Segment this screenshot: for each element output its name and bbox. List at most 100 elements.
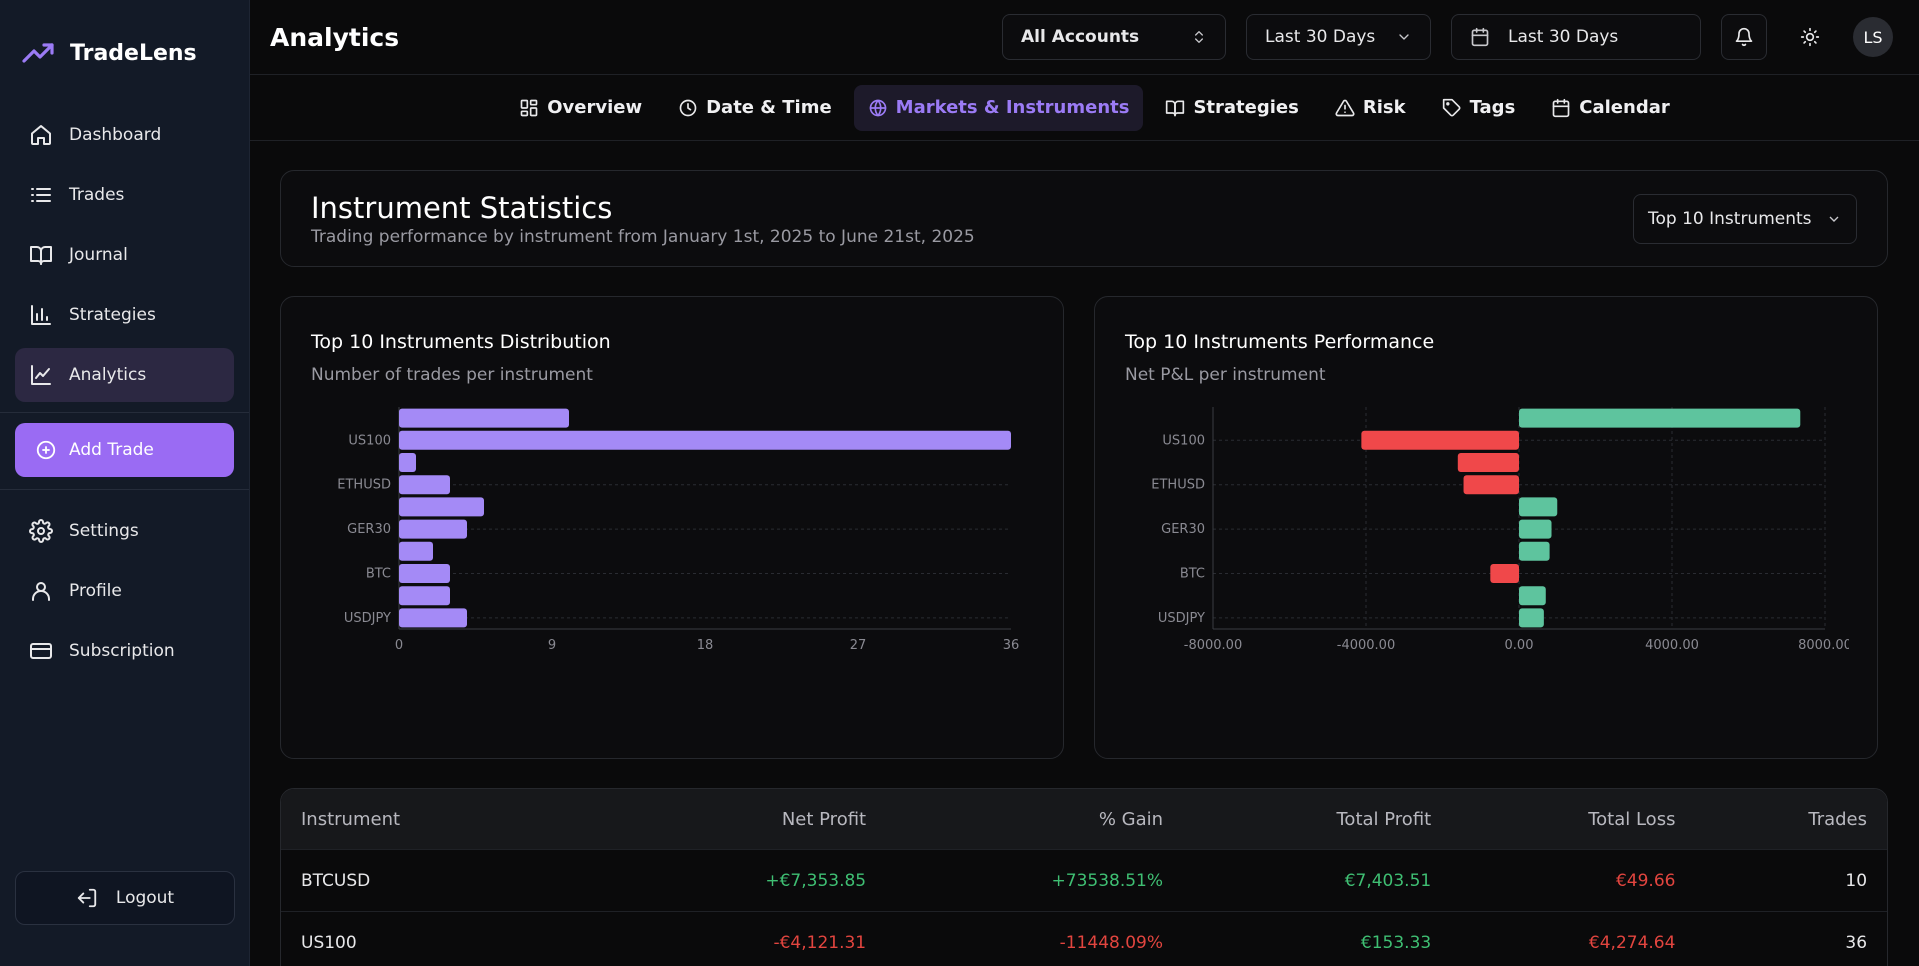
- column-header[interactable]: Trades: [1808, 808, 1868, 830]
- tab-label: Overview: [547, 97, 643, 118]
- sidebar-item-label: Settings: [69, 521, 139, 541]
- chevron-down-icon: [1399, 34, 1409, 40]
- gear-icon: [29, 519, 53, 543]
- theme-toggle-button[interactable]: [1787, 14, 1833, 60]
- sidebar-item-subscription[interactable]: Subscription: [15, 624, 234, 678]
- bar: [399, 408, 569, 428]
- tab-label: Risk: [1362, 97, 1406, 118]
- date-range-value: Last 30 Days: [1508, 27, 1619, 47]
- y-tick-label: BTC: [1180, 567, 1205, 582]
- sidebar-item-label: Analytics: [69, 365, 147, 385]
- tab-date-time[interactable]: Date & Time: [664, 85, 846, 131]
- sidebar: TradeLens Dashboard Trades Journal Strat…: [0, 0, 250, 966]
- bar: [1519, 541, 1550, 561]
- table-header: Instrument Net Profit % Gain Total Profi…: [281, 789, 1887, 850]
- instrument-statistics-header: Instrument Statistics Trading performanc…: [280, 170, 1888, 267]
- x-tick-label: 0.00: [1505, 638, 1534, 653]
- bar: [399, 608, 467, 628]
- sidebar-item-strategies[interactable]: Strategies: [15, 288, 234, 342]
- performance-chart-card: Top 10 Instruments Performance Net P&L p…: [1094, 296, 1878, 759]
- tab-tags[interactable]: Tags: [1428, 85, 1530, 131]
- bar-chart-icon: [31, 305, 51, 325]
- sidebar-item-settings[interactable]: Settings: [15, 504, 234, 558]
- table-row[interactable]: US100 -€4,121.31 -11448.09% €153.33 €4,2…: [281, 912, 1887, 966]
- cell-net-profit: -€4,121.31: [773, 932, 867, 953]
- y-tick-label: US100: [348, 433, 391, 448]
- book-icon: [1166, 100, 1185, 116]
- date-range-picker[interactable]: Last 30 Days: [1451, 14, 1701, 60]
- tab-risk[interactable]: Risk: [1321, 85, 1420, 131]
- list-icon: [31, 188, 51, 202]
- sidebar-item-trades[interactable]: Trades: [15, 168, 234, 222]
- sidebar-bottom-nav: Settings Profile Subscription: [0, 504, 249, 678]
- bar: [399, 497, 484, 517]
- chart-subtitle: Net P&L per instrument: [1125, 365, 1326, 385]
- sidebar-item-profile[interactable]: Profile: [15, 564, 234, 618]
- divider: [0, 412, 249, 413]
- y-tick-label: ETHUSD: [1151, 478, 1205, 493]
- range-select[interactable]: Last 30 Days: [1246, 14, 1431, 60]
- tab-overview[interactable]: Overview: [505, 85, 656, 131]
- top-instruments-value: Top 10 Instruments: [1648, 208, 1812, 229]
- x-tick-label: 18: [697, 638, 714, 653]
- column-header[interactable]: % Gain: [1098, 808, 1164, 830]
- bar: [399, 564, 450, 583]
- chart-title: Top 10 Instruments Distribution: [311, 331, 611, 353]
- table-row[interactable]: BTCUSD +€7,353.85 +73538.51% €7,403.51 €…: [281, 850, 1887, 912]
- bar: [1463, 475, 1519, 495]
- tag-icon: [1442, 98, 1461, 116]
- sidebar-item-label: Strategies: [69, 305, 156, 325]
- x-tick-label: 0: [395, 638, 403, 653]
- logout-icon: [77, 888, 97, 908]
- bar: [399, 453, 416, 472]
- cell-gain: -11448.09%: [1059, 932, 1164, 953]
- sidebar-item-analytics[interactable]: Analytics: [15, 348, 234, 402]
- grid-icon: [520, 99, 538, 116]
- distribution-chart: US100 ETHUSD GER30 BTC USDJPY 0 9 18 27 36: [337, 407, 1020, 653]
- distribution-chart-card: Top 10 Instruments Distribution Number o…: [280, 296, 1064, 759]
- accounts-select-value: All Accounts: [1021, 27, 1140, 47]
- content: Instrument Statistics Trading performanc…: [250, 141, 1919, 966]
- x-tick-label: -8000.00: [1184, 638, 1242, 653]
- instrument-table: Instrument Net Profit % Gain Total Profi…: [280, 788, 1888, 966]
- cell-total-profit: €7,403.51: [1344, 870, 1432, 891]
- plus-circle-icon: [36, 440, 56, 460]
- sun-icon: [1800, 27, 1820, 47]
- sidebar-item-label: Profile: [69, 581, 122, 601]
- cell-total-loss: €4,274.64: [1588, 932, 1676, 953]
- divider: [0, 489, 249, 490]
- tab-calendar[interactable]: Calendar: [1537, 85, 1683, 131]
- x-tick-label: 36: [1003, 638, 1020, 653]
- tab-label: Date & Time: [706, 97, 832, 118]
- section-subtitle: Trading performance by instrument from J…: [311, 226, 975, 247]
- section-title: Instrument Statistics: [311, 190, 613, 225]
- sidebar-item-dashboard[interactable]: Dashboard: [15, 108, 234, 162]
- bar: [399, 541, 433, 561]
- tab-markets-instruments[interactable]: Markets & Instruments: [853, 84, 1144, 131]
- logout-label: Logout: [115, 888, 175, 908]
- logout-button[interactable]: Logout: [15, 871, 235, 925]
- accounts-select[interactable]: All Accounts: [1002, 14, 1226, 60]
- chart-subtitle: Number of trades per instrument: [311, 365, 593, 385]
- add-trade-label: Add Trade: [69, 440, 154, 460]
- main-content: Analytics All Accounts Last 30 Days Last…: [250, 0, 1919, 966]
- calendar-icon: [1471, 27, 1489, 47]
- charts-row: Top 10 Instruments Distribution Number o…: [280, 296, 1888, 759]
- top-instruments-select[interactable]: Top 10 Instruments: [1633, 193, 1857, 244]
- add-trade-button[interactable]: Add Trade: [15, 423, 234, 477]
- avatar[interactable]: LS: [1853, 17, 1893, 57]
- column-header[interactable]: Instrument: [301, 808, 401, 830]
- sidebar-item-journal[interactable]: Journal: [15, 228, 234, 282]
- column-header[interactable]: Total Loss: [1588, 808, 1676, 830]
- globe-icon: [869, 99, 886, 116]
- notifications-button[interactable]: [1721, 14, 1767, 60]
- clock-icon: [679, 99, 697, 116]
- column-header[interactable]: Total Profit: [1336, 808, 1432, 830]
- tab-strategies[interactable]: Strategies: [1151, 85, 1312, 131]
- column-header[interactable]: Net Profit: [781, 808, 867, 830]
- bar: [1519, 497, 1558, 517]
- book-icon: [30, 246, 52, 265]
- y-tick-label: BTC: [366, 567, 391, 582]
- card-icon: [30, 643, 52, 659]
- brand[interactable]: TradeLens: [0, 0, 249, 76]
